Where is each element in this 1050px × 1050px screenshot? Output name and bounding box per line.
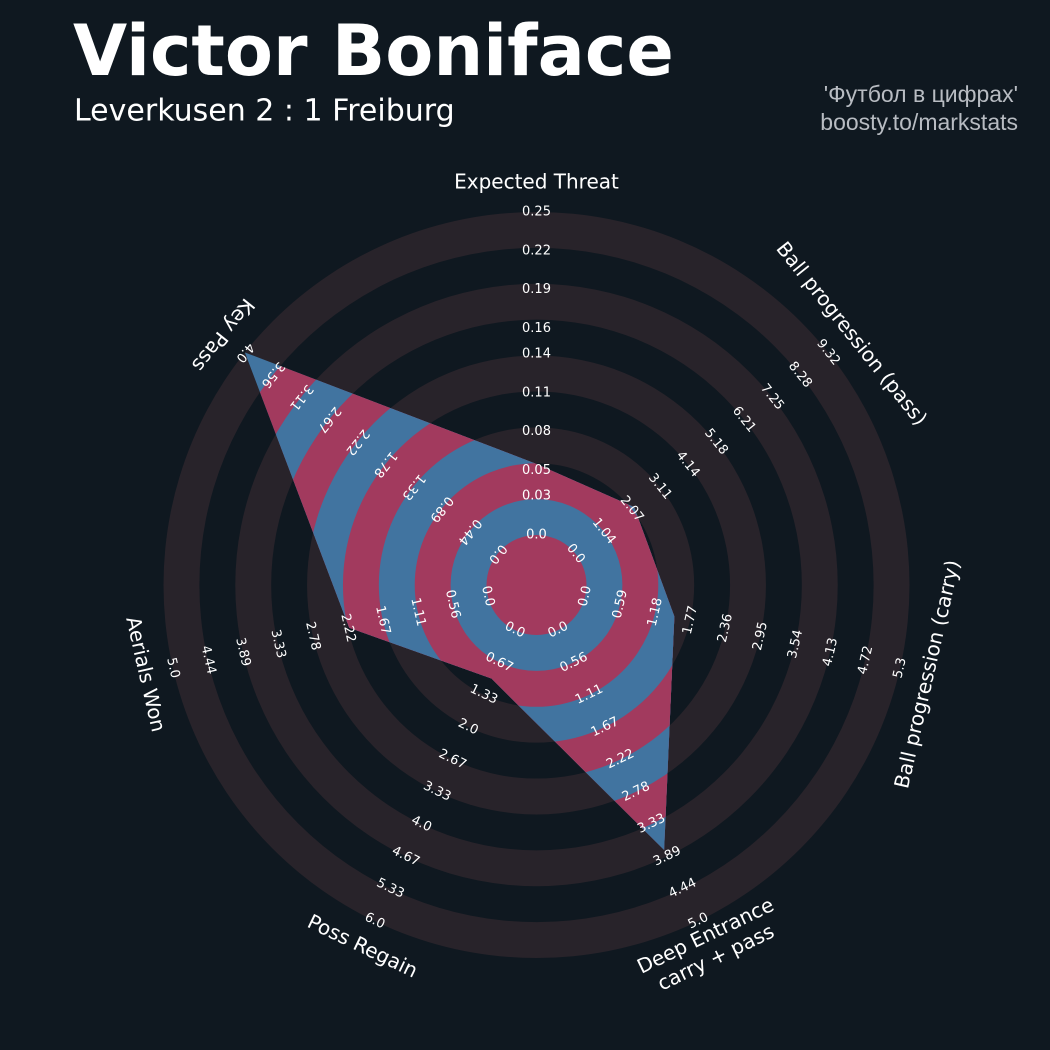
tick-label: 0.16: [522, 321, 551, 336]
tick-label: 2.78: [302, 620, 323, 652]
tick-label: 0.56: [442, 588, 463, 620]
tick-label: 1.11: [407, 596, 428, 628]
radar-ring: [486, 535, 587, 635]
tick-label: 0.0: [526, 528, 547, 543]
chart-subtitle: Leverkusen 2 : 1 Freiburg: [74, 94, 455, 129]
tick-label: 0.08: [522, 424, 551, 439]
tick-label: 2.22: [337, 612, 358, 644]
tick-label: 1.18: [645, 596, 666, 628]
chart-title: Victor Boniface: [73, 10, 674, 92]
tick-label: 0.05: [522, 463, 551, 478]
credit: boosty.to/markstats: [820, 109, 1018, 135]
param-label: Aerials Won: [121, 614, 171, 734]
tick-label: 0.11: [522, 385, 551, 400]
tick-label: 0.22: [522, 243, 551, 258]
tick-label: 2.36: [715, 612, 736, 644]
credit: 'Футбол в цифрах': [824, 81, 1018, 107]
tick-label: 1.77: [680, 604, 701, 636]
tick-label: 3.33: [267, 628, 288, 660]
tick-label: 0.0: [576, 584, 595, 608]
tick-label: 4.72: [855, 644, 876, 676]
tick-label: 2.95: [750, 620, 771, 652]
tick-label: 3.54: [785, 628, 806, 660]
tick-label: 4.44: [198, 644, 219, 676]
tick-label: 0.25: [522, 205, 551, 220]
tick-label: 0.03: [522, 489, 551, 504]
tick-label: 5.3: [891, 656, 910, 680]
tick-label: 5.0: [163, 656, 182, 680]
tick-label: 0.19: [522, 282, 551, 297]
tick-label: 1.67: [372, 604, 393, 636]
tick-label: 0.59: [610, 588, 631, 620]
tick-label: 0.0: [478, 584, 497, 608]
tick-label: 0.14: [522, 347, 551, 362]
param-label: Expected Threat: [454, 170, 619, 194]
tick-label: 4.13: [820, 636, 841, 668]
tick-label: 3.89: [232, 636, 253, 668]
